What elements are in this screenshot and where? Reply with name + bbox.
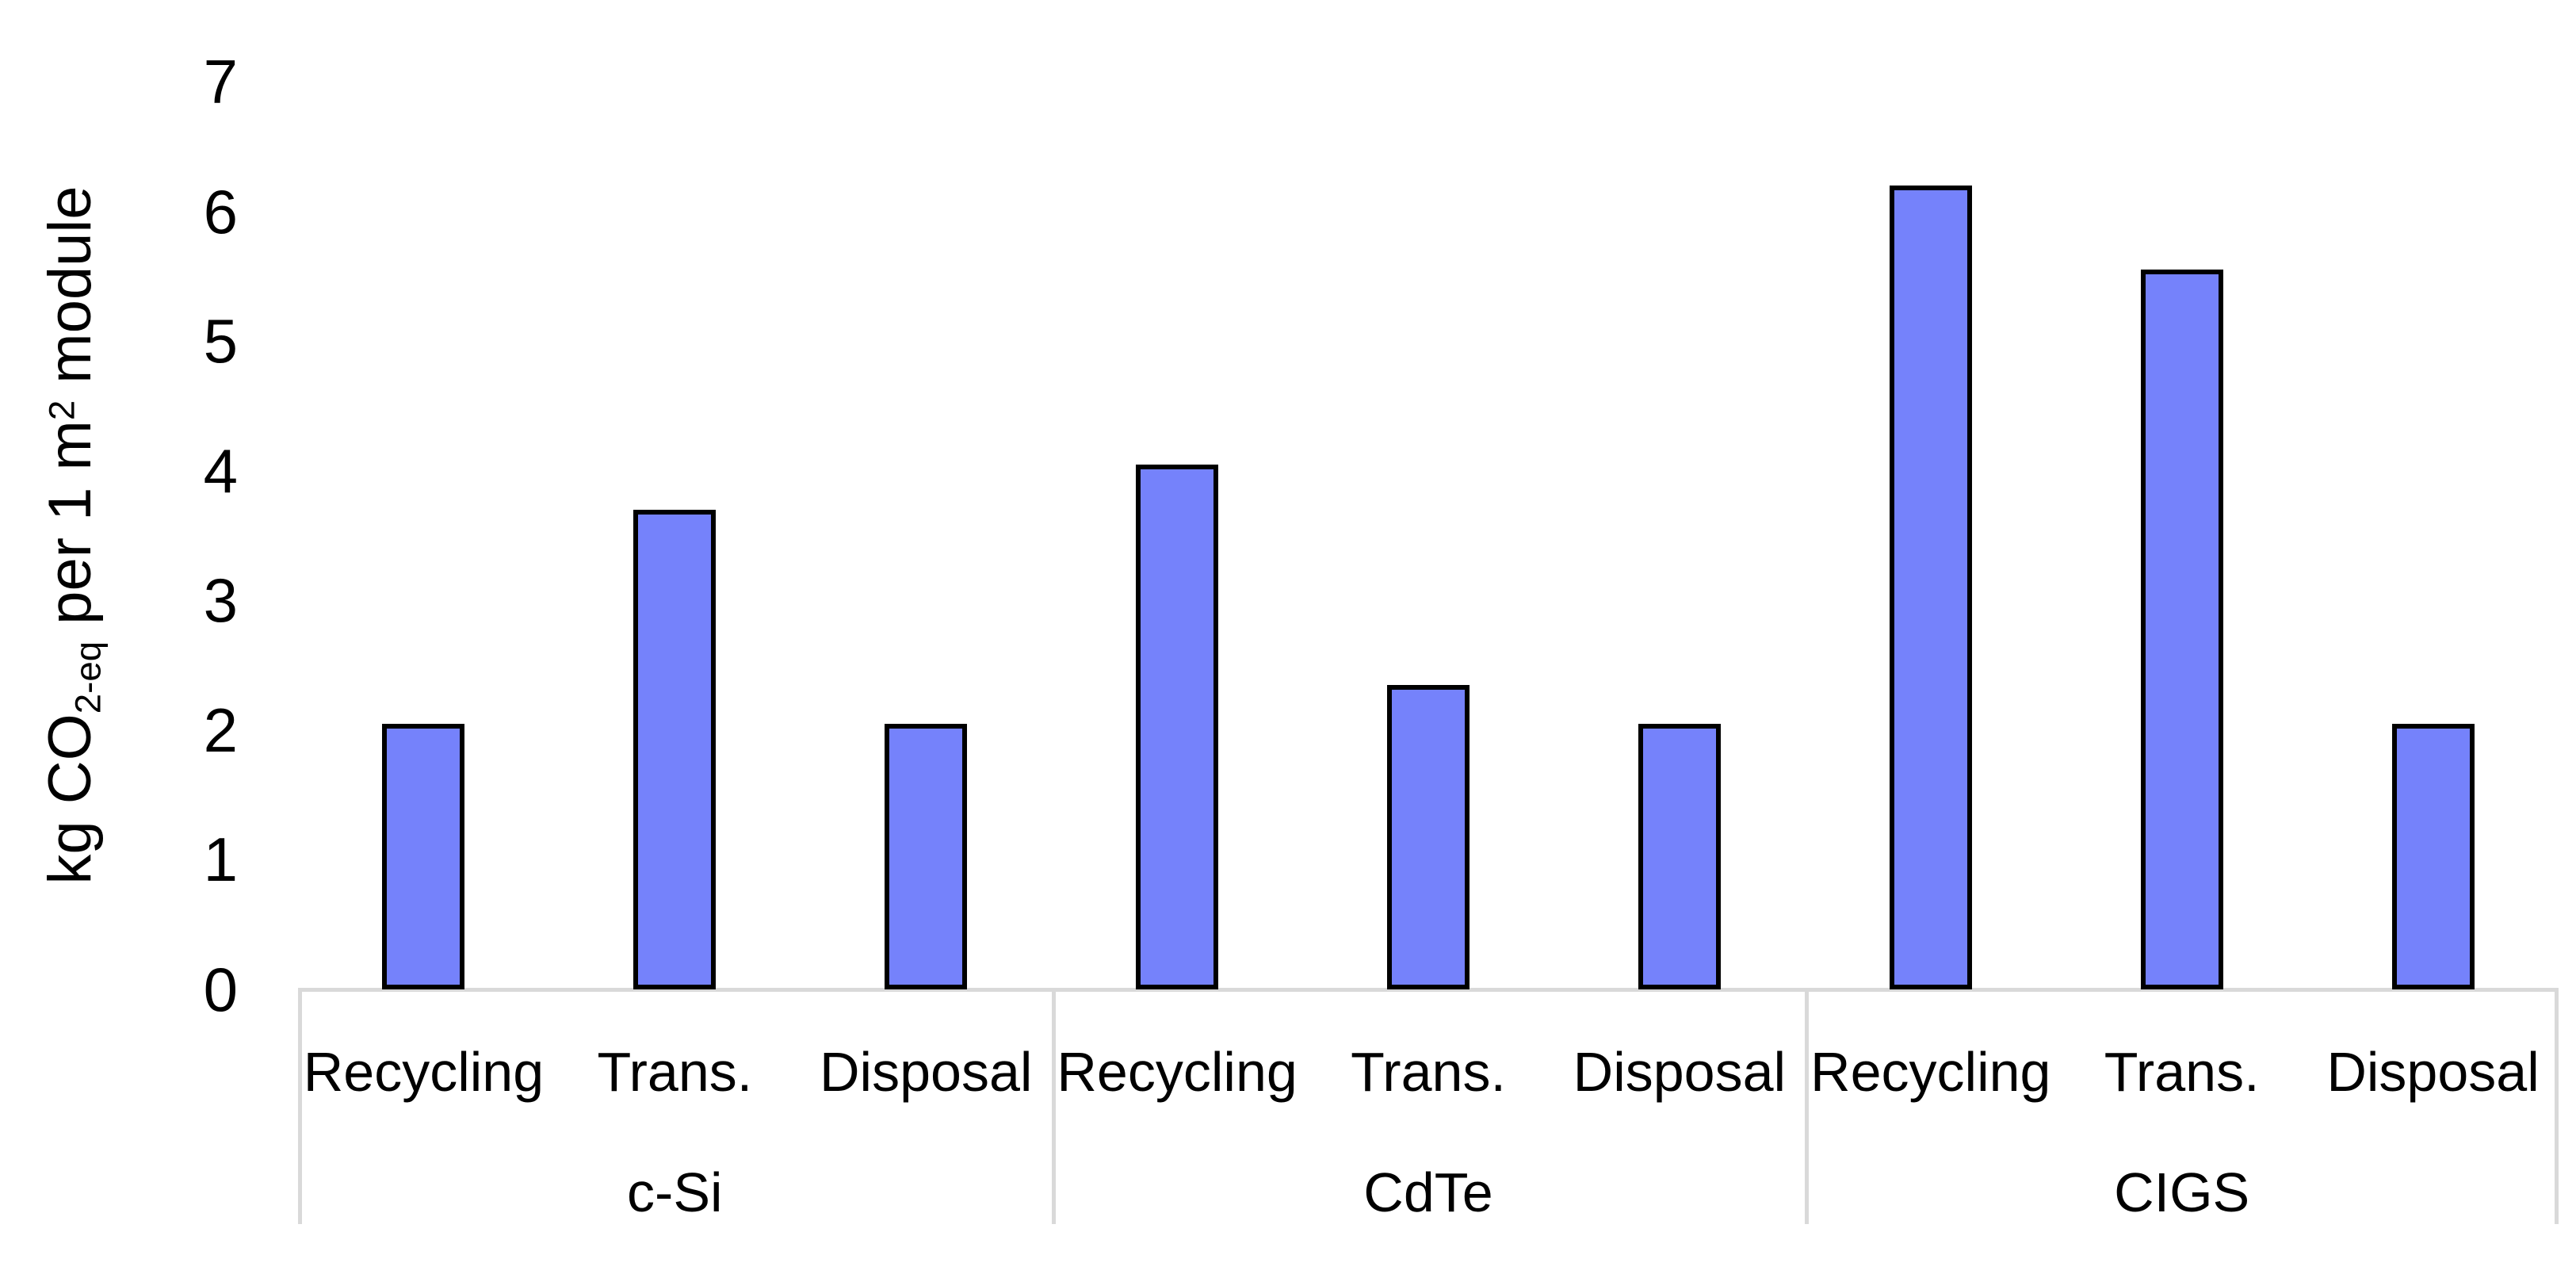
bar-c-Si-Disposal xyxy=(885,723,968,989)
y-tick-label: 7 xyxy=(203,47,238,117)
y-tick-label: 6 xyxy=(203,176,238,247)
category-label: Trans. xyxy=(2104,1041,2260,1103)
category-label: Disposal xyxy=(819,1041,1033,1103)
group-label-c-Si: c-Si xyxy=(627,1161,723,1223)
y-tick-label: 1 xyxy=(203,825,238,895)
bar-CdTe-Disposal xyxy=(1638,723,1721,989)
category-label: Recycling xyxy=(303,1041,545,1103)
group-label-CIGS: CIGS xyxy=(2114,1161,2250,1223)
group-label-CdTe: CdTe xyxy=(1363,1161,1493,1223)
category-label: Trans. xyxy=(1351,1041,1506,1103)
category-label: Trans. xyxy=(597,1041,753,1103)
category-label: Recycling xyxy=(1810,1041,2051,1103)
x-axis-line xyxy=(298,988,2559,992)
y-tick-label: 4 xyxy=(203,435,238,506)
bar-CIGS-Disposal xyxy=(2391,723,2475,989)
y-tick-label: 3 xyxy=(203,565,238,636)
group-separator-line xyxy=(298,988,302,1224)
bar-CdTe-Recycling xyxy=(1136,464,1219,989)
group-separator-line xyxy=(1051,988,1056,1224)
group-separator-line xyxy=(2555,988,2559,1224)
y-tick-label: 5 xyxy=(203,306,238,377)
y-axis-title: kg CO2-eq per 1 m2 module xyxy=(32,186,118,884)
category-label: Disposal xyxy=(1573,1041,1787,1103)
y-tick-label: 2 xyxy=(203,694,238,765)
bar-CIGS-Trans. xyxy=(2140,270,2223,989)
y-axis-title-superscript: 2 xyxy=(41,400,82,421)
bar-c-Si-Recycling xyxy=(382,723,465,989)
group-separator-line xyxy=(1805,988,1810,1224)
bar-c-Si-Trans. xyxy=(633,509,717,989)
bar-CIGS-Recycling xyxy=(1889,185,1972,989)
y-tick-label: 0 xyxy=(203,955,238,1024)
category-label: Disposal xyxy=(2326,1041,2540,1103)
bar-CdTe-Trans. xyxy=(1387,684,1470,989)
category-label: Recycling xyxy=(1057,1041,1298,1103)
